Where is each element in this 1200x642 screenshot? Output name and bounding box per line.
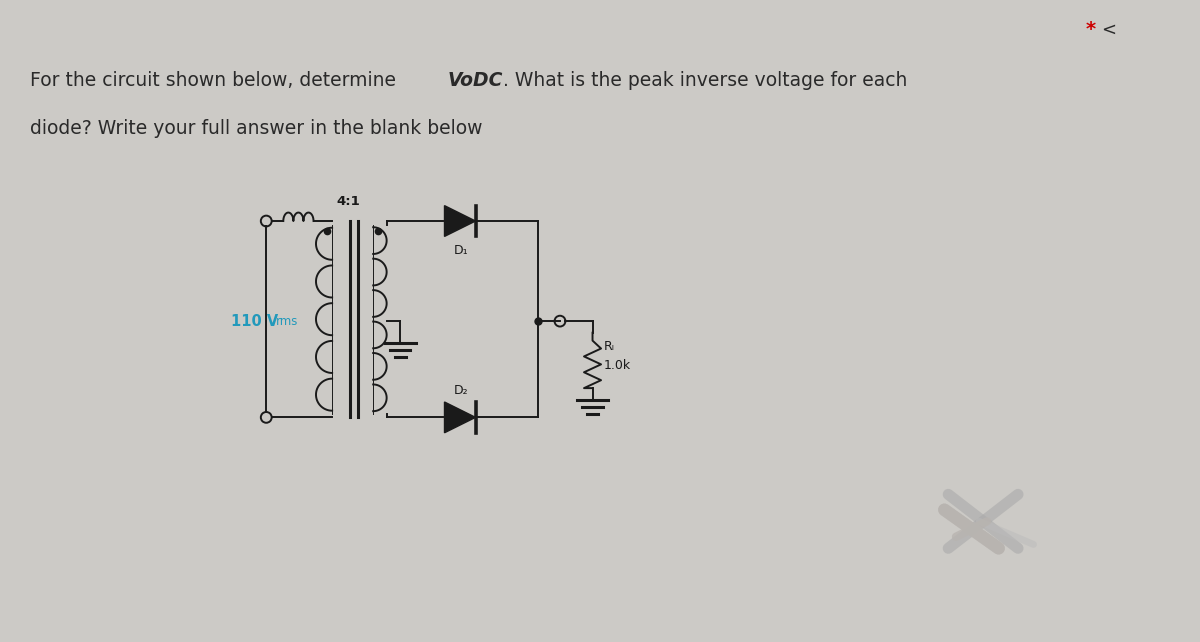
Text: 110 V: 110 V — [232, 314, 278, 329]
Polygon shape — [444, 402, 475, 433]
Text: D₁: D₁ — [455, 244, 469, 257]
Text: 1.0k: 1.0k — [604, 358, 631, 372]
Text: <: < — [1102, 21, 1117, 39]
Text: *: * — [1086, 21, 1096, 39]
Text: 4:1: 4:1 — [336, 195, 360, 208]
Text: rms: rms — [276, 315, 298, 327]
Polygon shape — [444, 205, 475, 236]
Text: VoDC: VoDC — [448, 71, 503, 90]
Text: diode? Write your full answer in the blank below: diode? Write your full answer in the bla… — [30, 119, 482, 138]
Text: Rₗ: Rₗ — [604, 340, 616, 353]
Text: D₂: D₂ — [455, 385, 469, 397]
Text: . What is the peak inverse voltage for each: . What is the peak inverse voltage for e… — [503, 71, 907, 90]
Text: For the circuit shown below, determine: For the circuit shown below, determine — [30, 71, 402, 90]
